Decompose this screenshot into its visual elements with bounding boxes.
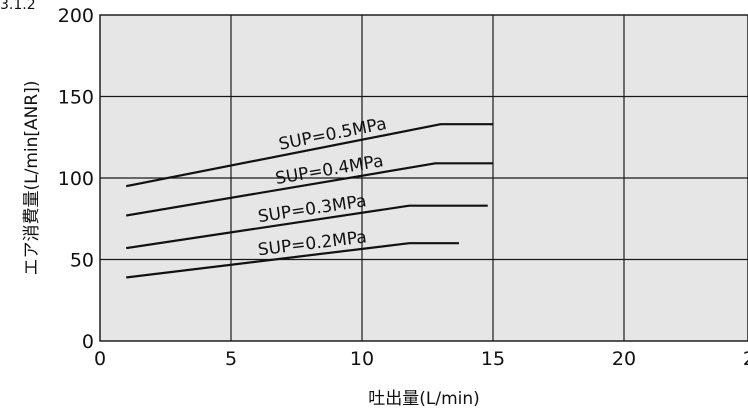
- x-tick-label: 25: [743, 348, 748, 370]
- x-tick-label: 10: [350, 348, 374, 370]
- plot-frame: [99, 14, 748, 342]
- y-tick-label: 0: [82, 331, 94, 353]
- grid: [100, 15, 748, 341]
- series-line: [126, 162, 493, 217]
- x-tick-label: 15: [481, 348, 505, 370]
- y-tick-label: 150: [58, 87, 94, 109]
- y-tick-label: 200: [58, 5, 94, 27]
- y-tick-label: 50: [70, 250, 94, 272]
- tick-labels: 0 5 10 15 20 25 0 50 100 150 200: [58, 5, 748, 370]
- x-tick-label: 20: [612, 348, 636, 370]
- x-tick-label: 0: [94, 348, 106, 370]
- figure-header: 3.1.2: [0, 0, 36, 13]
- x-axis-title: 吐出量(L/min): [368, 389, 480, 409]
- x-tick-label: 5: [225, 348, 237, 370]
- series-line: [125, 123, 493, 188]
- series-lines: [125, 123, 493, 279]
- y-tick-label: 100: [58, 168, 94, 190]
- series-line: [126, 242, 459, 279]
- series-line: [126, 204, 488, 250]
- y-axis-title: エア消費量(L/min[ANR]): [22, 81, 42, 276]
